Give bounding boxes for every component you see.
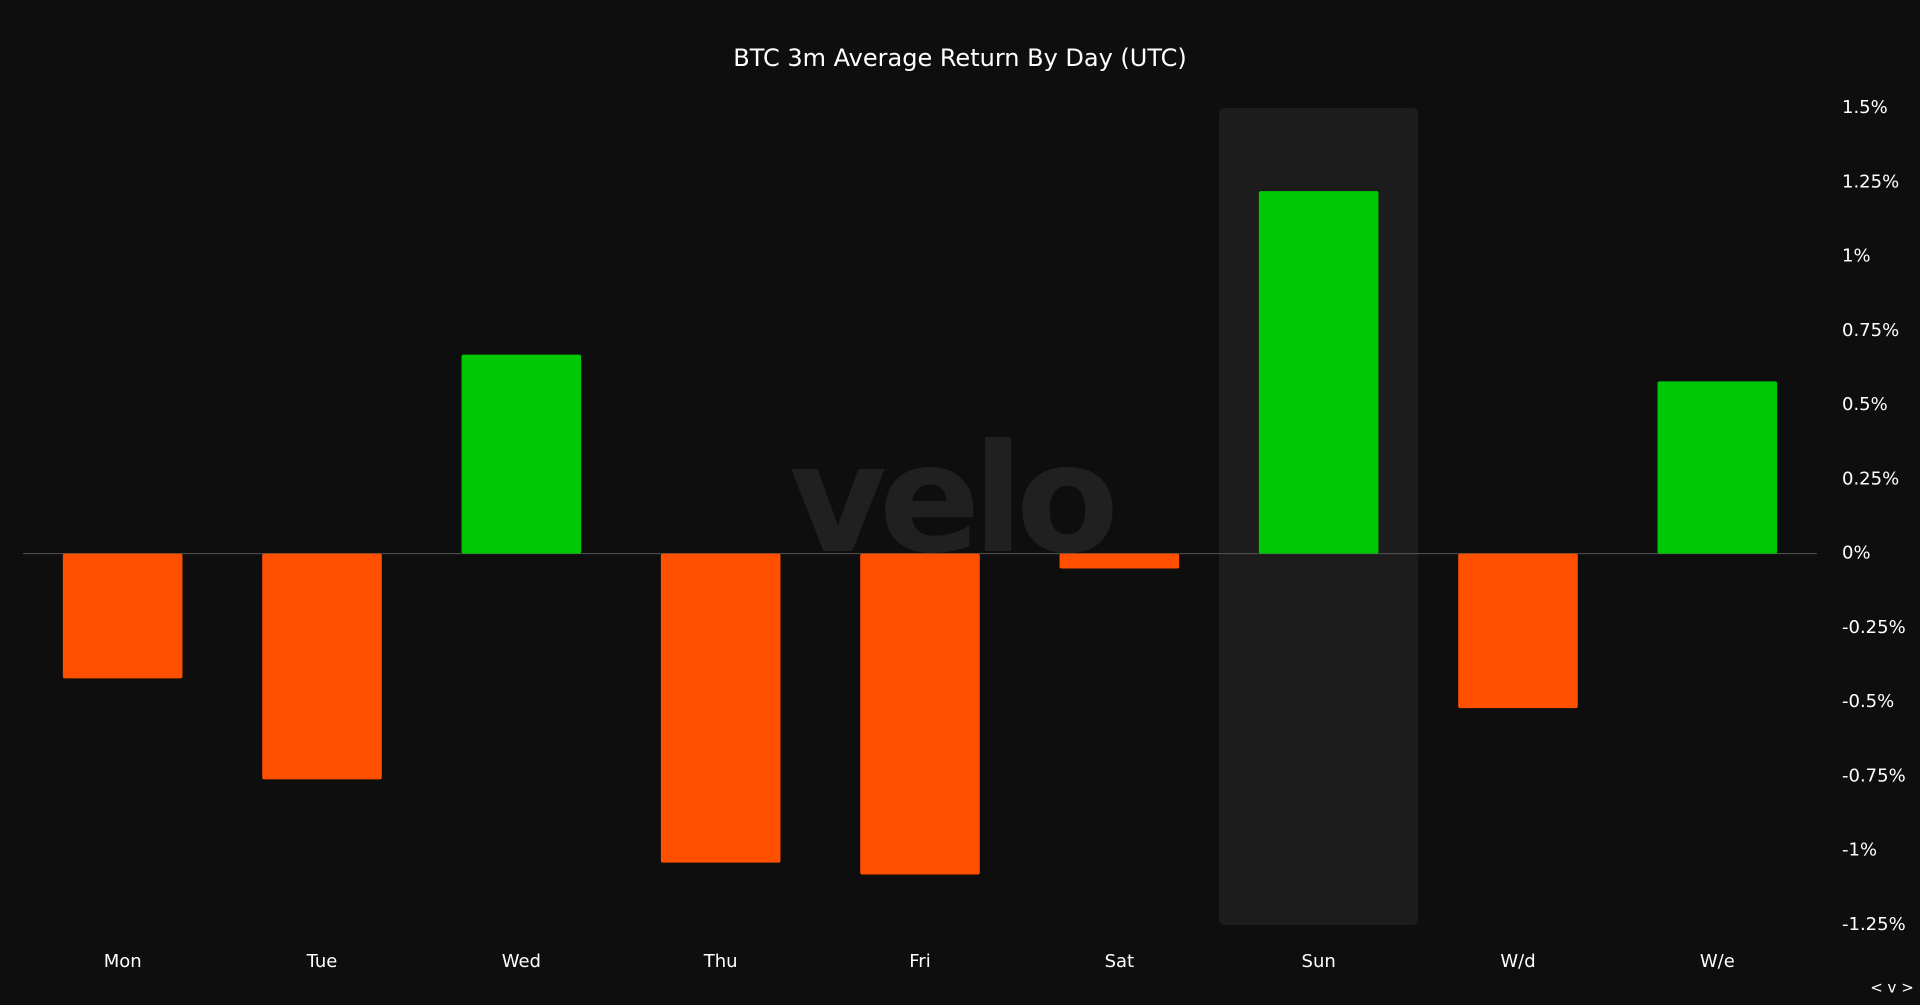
bar <box>1458 553 1578 709</box>
chart-title: BTC 3m Average Return By Day (UTC) <box>733 44 1186 72</box>
y-tick-label: -1.25% <box>1842 914 1906 935</box>
y-tick-label: 0.75% <box>1842 320 1899 341</box>
y-tick-label: 0.5% <box>1842 394 1888 415</box>
y-tick-label: 0% <box>1842 543 1871 564</box>
bar <box>262 553 382 780</box>
bar <box>461 354 582 554</box>
bar <box>860 553 980 875</box>
y-tick-label: -0.25% <box>1842 617 1906 638</box>
x-tick-label: Fri <box>909 951 930 972</box>
corner-control[interactable]: < v > <box>1870 979 1914 997</box>
bar <box>1657 381 1778 554</box>
bar <box>1059 553 1180 569</box>
bar <box>62 553 183 679</box>
y-tick-label: 1.5% <box>1842 97 1888 118</box>
x-tick-label: Sun <box>1302 951 1336 972</box>
y-tick-label: 1.25% <box>1842 171 1899 192</box>
x-tick-label: Mon <box>104 951 142 972</box>
x-tick-label: Thu <box>703 951 738 972</box>
y-tick-label: 0.25% <box>1842 468 1899 489</box>
x-tick-label: W/e <box>1700 951 1735 972</box>
y-tick-label: 1% <box>1842 246 1871 267</box>
x-tick-label: Sat <box>1105 951 1135 972</box>
y-tick-label: -0.75% <box>1842 765 1906 786</box>
y-tick-label: -1% <box>1842 840 1877 861</box>
bar <box>1258 191 1379 554</box>
x-tick-label: W/d <box>1500 951 1535 972</box>
bar <box>660 553 781 863</box>
x-tick-label: Tue <box>306 951 338 972</box>
y-tick-label: -0.5% <box>1842 691 1894 712</box>
x-tick-label: Wed <box>502 951 541 972</box>
